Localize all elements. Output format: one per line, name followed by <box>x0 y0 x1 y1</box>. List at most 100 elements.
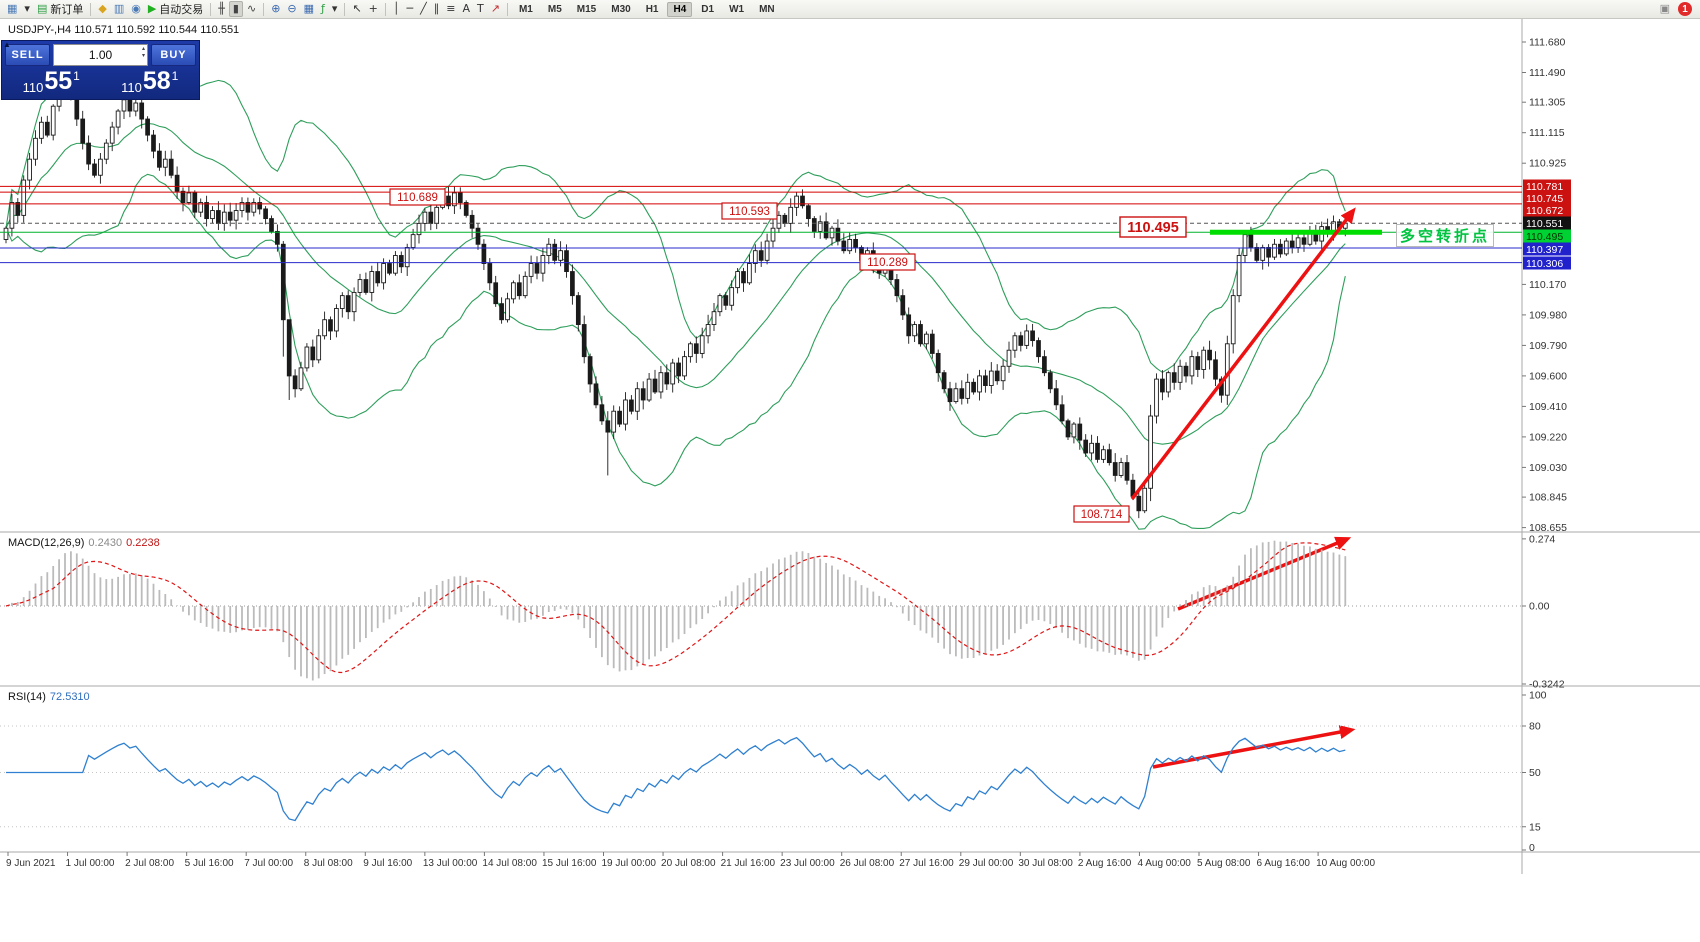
svg-text:8 Jul 08:00: 8 Jul 08:00 <box>304 858 353 869</box>
timeframe-mn-button[interactable]: MN <box>759 3 775 15</box>
svg-text:110.745: 110.745 <box>1526 193 1563 205</box>
svg-text:15 Jul 16:00: 15 Jul 16:00 <box>542 858 597 869</box>
favorites-button[interactable]: ◆ <box>95 1 109 17</box>
svg-text:111.680: 111.680 <box>1529 37 1566 49</box>
svg-text:20 Jul 08:00: 20 Jul 08:00 <box>661 858 716 869</box>
svg-text:5 Aug 08:00: 5 Aug 08:00 <box>1197 858 1251 869</box>
volume-field[interactable]: 1.00 ▴ ▾ <box>53 44 148 66</box>
crosshair-button[interactable]: + <box>366 1 381 17</box>
rsi-name: RSI(14) <box>8 691 46 703</box>
indicators-button[interactable]: ƒ <box>318 1 328 17</box>
arrows-button[interactable]: ↗ <box>488 1 503 17</box>
chat-button[interactable]: ▣ <box>1657 1 1673 17</box>
candles-layer <box>3 58 1348 519</box>
spinner-down-icon[interactable]: ▾ <box>141 53 145 60</box>
new-chart-icon: ▦ <box>7 2 18 15</box>
svg-text:4 Aug 00:00: 4 Aug 00:00 <box>1137 858 1191 869</box>
label-button[interactable]: T <box>474 1 487 17</box>
svg-text:50: 50 <box>1529 767 1541 779</box>
sell-button[interactable]: SELL <box>5 44 50 66</box>
svg-text:110.170: 110.170 <box>1529 279 1566 291</box>
toolbar-separator <box>263 2 265 16</box>
volume-spinner[interactable]: ▴ ▾ <box>142 46 145 60</box>
new-order-button-button[interactable]: ▤ 新订单 <box>34 1 86 17</box>
ask-small-digits: 110 <box>121 80 142 95</box>
timeframe-m15-button[interactable]: M15 <box>576 3 597 15</box>
svg-text:108.655: 108.655 <box>1529 522 1567 534</box>
profiles-button[interactable]: ▥ <box>111 1 127 17</box>
timeframe-m5-button[interactable]: M5 <box>547 3 562 15</box>
svg-text:110.306: 110.306 <box>1526 258 1563 270</box>
collapse-panel-icon[interactable]: ▲ <box>3 40 11 49</box>
tile-windows-icon: ▦ <box>303 2 315 15</box>
svg-text:30 Jul 08:00: 30 Jul 08:00 <box>1018 858 1073 869</box>
zoom-in-button[interactable]: ⊕ <box>268 1 283 17</box>
price-axis[interactable]: 111.680 111.490 111.305 111.115 110.925 110.1… <box>1522 37 1571 535</box>
trendline-button[interactable]: ╱ <box>417 1 430 17</box>
turning-point-annotation[interactable]: 多空转折点 <box>1396 224 1495 247</box>
line-chart-button[interactable]: ∿ <box>244 1 259 17</box>
zoom-out-icon: ⊖ <box>287 2 297 15</box>
cursor-button[interactable]: ↖ <box>349 1 364 17</box>
bar-chart-icon: ╫ <box>218 2 225 15</box>
timeframe-h4-button[interactable]: H4 <box>667 1 693 17</box>
toolbar-separator <box>344 2 346 16</box>
indicators-dropdown-button[interactable]: ▾ <box>329 1 341 17</box>
zoom-out-button[interactable]: ⊖ <box>284 1 299 17</box>
svg-text:5 Jul 16:00: 5 Jul 16:00 <box>185 858 234 869</box>
text-button[interactable]: A <box>459 1 473 17</box>
horizontal-line-icon: ─ <box>406 2 414 15</box>
one-click-trading-panel: SELL 1.00 ▴ ▾ BUY 110 55 1 110 58 1 <box>1 40 200 100</box>
svg-text:109.220: 109.220 <box>1529 431 1567 443</box>
buy-button[interactable]: BUY <box>151 44 196 66</box>
toolbar-separator <box>506 2 508 16</box>
bar-chart-button[interactable]: ╫ <box>215 1 228 17</box>
svg-text:109.980: 109.980 <box>1529 309 1567 321</box>
timeframe-h1-button[interactable]: H1 <box>645 3 659 15</box>
svg-text:2 Aug 16:00: 2 Aug 16:00 <box>1078 858 1132 869</box>
horizontal-line-button[interactable]: ─ <box>404 1 417 17</box>
trend-arrows[interactable] <box>1130 207 1356 769</box>
svg-text:-0.3242: -0.3242 <box>1529 679 1565 691</box>
channel-button[interactable]: ∥ <box>431 1 443 17</box>
fibonacci-button[interactable]: ≡ <box>443 1 458 17</box>
svg-text:111.305: 111.305 <box>1529 97 1566 109</box>
vertical-line-button[interactable]: │ <box>390 1 403 17</box>
notification-badge[interactable]: 1 <box>1678 2 1692 16</box>
timeframe-w1-button[interactable]: W1 <box>729 3 745 15</box>
fibonacci-icon: ≡ <box>446 2 456 15</box>
svg-text:15: 15 <box>1529 821 1541 833</box>
volume-value: 1.00 <box>88 48 113 62</box>
refresh-button[interactable]: ◉ <box>128 1 144 17</box>
timeframe-m1-button[interactable]: M1 <box>518 3 533 15</box>
chart-dropdown-button[interactable]: ▾ <box>21 1 33 17</box>
autotrade-button-button[interactable]: ▶ 自动交易 <box>145 1 206 17</box>
time-axis[interactable]: 9 Jun 2021 1 Jul 00:00 2 Jul 08:00 5 Jul 16… <box>6 852 1375 869</box>
macd-value: 0.2430 <box>88 537 123 549</box>
favorites-icon: ◆ <box>98 2 107 15</box>
svg-text:110.672: 110.672 <box>1526 205 1563 217</box>
toolbar-separator <box>210 2 212 16</box>
svg-text:109.410: 109.410 <box>1529 401 1567 413</box>
trendline-icon: ╱ <box>420 2 427 15</box>
svg-text:0: 0 <box>1529 842 1535 854</box>
tile-windows-button[interactable]: ▦ <box>301 1 317 17</box>
new-chart-button[interactable]: ▦ <box>4 1 20 17</box>
svg-text:13 Jul 00:00: 13 Jul 00:00 <box>423 858 478 869</box>
label-icon: T <box>477 2 484 15</box>
svg-text:110.397: 110.397 <box>1526 244 1563 256</box>
text-icon: A <box>462 2 471 15</box>
ask-price: 110 58 1 <box>101 66 200 99</box>
svg-text:109.790: 109.790 <box>1529 340 1567 352</box>
ask-big-digits: 58 <box>142 67 171 95</box>
svg-text:23 Jul 00:00: 23 Jul 00:00 <box>780 858 835 869</box>
spinner-up-icon[interactable]: ▴ <box>141 46 145 52</box>
svg-text:10 Aug 00:00: 10 Aug 00:00 <box>1316 858 1375 869</box>
candlestick-button[interactable]: ▮ <box>228 1 243 17</box>
timeframe-d1-button[interactable]: D1 <box>701 3 715 15</box>
timeframe-m30-button[interactable]: M30 <box>611 3 631 15</box>
price-callouts[interactable]: 110.689 110.593 110.289 108.714 110.495 <box>389 188 1187 523</box>
candlestick-icon: ▮ <box>232 2 239 15</box>
